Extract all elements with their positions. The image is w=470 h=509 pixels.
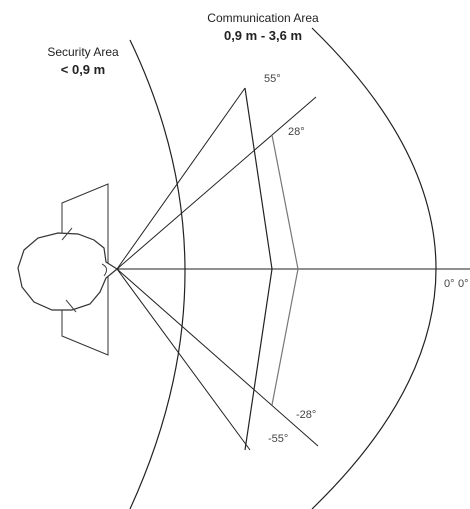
security-arc <box>130 40 185 509</box>
angle-label: 0° <box>444 278 455 290</box>
angle-label: 55° <box>264 73 281 85</box>
angle-label: 0° <box>458 278 469 290</box>
security-title: Security Area <box>47 45 119 59</box>
security-range: < 0,9 m <box>61 62 105 77</box>
communication-title: Communication Area <box>207 11 319 25</box>
diagram: Communication Area 0,9 m - 3,6 m Securit… <box>0 0 470 509</box>
angle-label: -55° <box>268 433 288 445</box>
inner-boundary <box>272 135 298 405</box>
communication-range: 0,9 m - 3,6 m <box>224 28 302 43</box>
head <box>18 233 117 310</box>
angle-label: 28° <box>288 126 305 138</box>
angle-label: -28° <box>296 409 316 421</box>
